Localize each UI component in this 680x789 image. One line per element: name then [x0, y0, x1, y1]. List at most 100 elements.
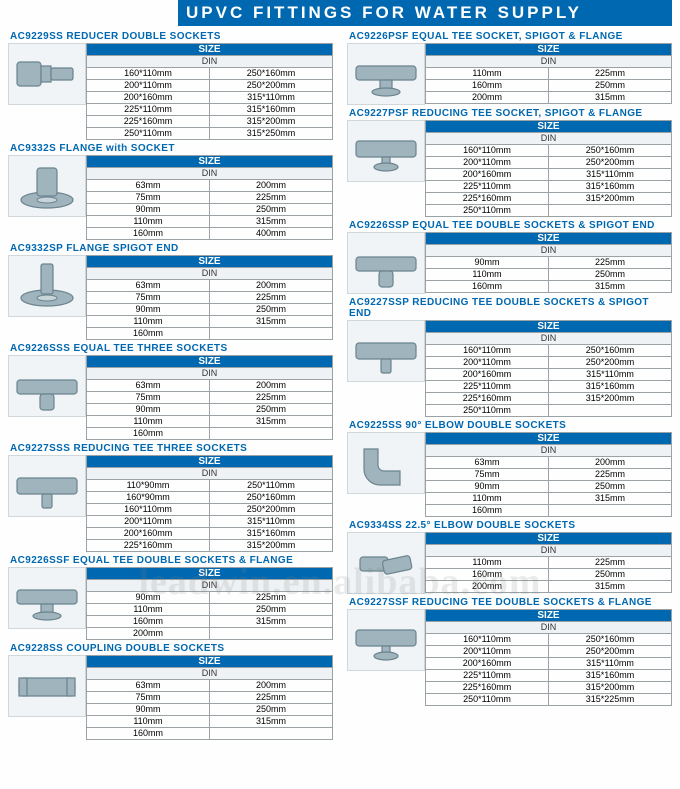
size-cell: 75mm	[87, 192, 210, 204]
table-row: 160mm	[87, 328, 333, 340]
table-row: 75mm225mm	[87, 692, 333, 704]
din-header: DIN	[87, 268, 333, 280]
size-cell: 315*160mm	[549, 381, 672, 393]
product-body: SIZEDIN110mm225mm160mm250mm200mm315mm	[347, 532, 672, 594]
size-cell: 90mm	[426, 481, 549, 493]
product-title: AC9334SS 22.5° ELBOW DOUBLE SOCKETS	[347, 519, 672, 532]
fitting-icon	[8, 455, 86, 517]
size-table: SIZEDIN90mm225mm110mm250mm160mm315mm	[425, 232, 672, 293]
size-cell: 160*110mm	[426, 145, 549, 157]
din-header: DIN	[87, 56, 333, 68]
product-title: AC9225SS 90° ELBOW DOUBLE SOCKETS	[347, 419, 672, 432]
din-header: DIN	[426, 133, 672, 145]
din-header: DIN	[87, 168, 333, 180]
size-cell: 315*160mm	[549, 181, 672, 193]
size-cell: 200*110mm	[87, 516, 210, 528]
product-block: AC9334SS 22.5° ELBOW DOUBLE SOCKETSSIZED…	[347, 519, 672, 594]
page-title: UPVC FITTINGS FOR WATER SUPPLY	[178, 0, 672, 26]
table-row: 160mm	[87, 428, 333, 440]
table-row: 225*160mm315*200mm	[426, 393, 672, 405]
size-cell: 250*110mm	[426, 405, 549, 417]
size-cell: 160mm	[87, 328, 210, 340]
product-block: AC9226SSS EQUAL TEE THREE SOCKETSSIZEDIN…	[8, 342, 333, 440]
product-block: AC9227SSP REDUCING TEE DOUBLE SOCKETS & …	[347, 296, 672, 417]
table-row: 90mm225mm	[87, 592, 333, 604]
size-cell: 225mm	[549, 68, 672, 80]
size-cell: 315mm	[210, 616, 333, 628]
din-header: DIN	[87, 580, 333, 592]
size-cell: 200mm	[210, 280, 333, 292]
size-cell: 225*160mm	[87, 116, 210, 128]
size-cell: 110mm	[426, 68, 549, 80]
fitting-icon	[8, 567, 86, 629]
size-cell: 250mm	[210, 704, 333, 716]
size-cell: 225*110mm	[426, 381, 549, 393]
size-cell: 315*200mm	[210, 116, 333, 128]
product-title: AC9229SS REDUCER DOUBLE SOCKETS	[8, 30, 333, 43]
table-row: 225*160mm315*200mm	[87, 540, 333, 552]
table-row: 160*110mm250*160mm	[426, 345, 672, 357]
size-cell: 315mm	[549, 281, 672, 293]
size-cell: 75mm	[87, 692, 210, 704]
table-row: 110mm315mm	[87, 316, 333, 328]
product-title: AC9227PSF REDUCING TEE SOCKET, SPIGOT & …	[347, 107, 672, 120]
fitting-icon	[347, 532, 425, 594]
size-cell: 200mm	[210, 680, 333, 692]
product-body: SIZEDIN160*110mm250*160mm200*110mm250*20…	[347, 120, 672, 217]
product-title: AC9226SSP EQUAL TEE DOUBLE SOCKETS & SPI…	[347, 219, 672, 232]
size-cell: 400mm	[210, 228, 333, 240]
product-block: AC9227SSS REDUCING TEE THREE SOCKETSSIZE…	[8, 442, 333, 552]
size-cell: 250mm	[210, 204, 333, 216]
din-header: DIN	[426, 56, 672, 68]
table-row: 160mm315mm	[426, 281, 672, 293]
size-cell: 110mm	[426, 269, 549, 281]
size-cell: 225mm	[210, 192, 333, 204]
size-header: SIZE	[426, 44, 672, 56]
table-row: 225*110mm315*160mm	[426, 181, 672, 193]
table-row: 110mm315mm	[426, 493, 672, 505]
size-cell: 160*110mm	[426, 345, 549, 357]
table-row: 110mm315mm	[87, 716, 333, 728]
size-cell: 225mm	[210, 592, 333, 604]
size-cell: 315mm	[210, 316, 333, 328]
size-cell: 315*160mm	[549, 670, 672, 682]
product-body: SIZEDIN63mm200mm75mm225mm90mm250mm110mm3…	[8, 155, 333, 240]
size-table: SIZEDIN63mm200mm75mm225mm90mm250mm110mm3…	[425, 432, 672, 517]
size-cell: 75mm	[426, 469, 549, 481]
size-cell: 315mm	[549, 581, 672, 593]
size-table: SIZEDIN160*110mm250*160mm200*110mm250*20…	[86, 43, 333, 140]
product-block: AC9226SSP EQUAL TEE DOUBLE SOCKETS & SPI…	[347, 219, 672, 294]
size-cell: 315*225mm	[549, 694, 672, 706]
fitting-icon	[347, 120, 425, 182]
fitting-icon	[8, 155, 86, 217]
size-cell: 225*160mm	[426, 393, 549, 405]
size-table: SIZEDIN160*110mm250*160mm200*110mm250*20…	[425, 320, 672, 417]
size-table: SIZEDIN63mm200mm75mm225mm90mm250mm110mm3…	[86, 255, 333, 340]
size-header: SIZE	[426, 533, 672, 545]
size-cell: 200mm	[426, 581, 549, 593]
size-cell: 315*110mm	[210, 516, 333, 528]
size-table: SIZEDIN63mm200mm75mm225mm90mm250mm110mm3…	[86, 655, 333, 740]
size-cell: 160*110mm	[426, 634, 549, 646]
table-row: 75mm225mm	[87, 192, 333, 204]
table-row: 225*110mm315*160mm	[87, 104, 333, 116]
product-block: AC9227PSF REDUCING TEE SOCKET, SPIGOT & …	[347, 107, 672, 217]
size-cell	[210, 728, 333, 740]
size-cell: 160mm	[426, 281, 549, 293]
size-cell: 315*110mm	[549, 658, 672, 670]
size-cell: 63mm	[87, 680, 210, 692]
size-cell: 160mm	[87, 728, 210, 740]
size-cell: 90mm	[87, 404, 210, 416]
size-cell: 90mm	[426, 257, 549, 269]
product-body: SIZEDIN110mm225mm160mm250mm200mm315mm	[347, 43, 672, 105]
size-table: SIZEDIN110*90mm250*110mm160*90mm250*160m…	[86, 455, 333, 552]
size-header: SIZE	[87, 356, 333, 368]
size-cell: 200*110mm	[426, 357, 549, 369]
size-cell	[210, 328, 333, 340]
table-row: 90mm250mm	[87, 404, 333, 416]
table-row: 110mm315mm	[87, 216, 333, 228]
product-title: AC9226SSF EQUAL TEE DOUBLE SOCKETS & FLA…	[8, 554, 333, 567]
product-body: SIZEDIN160*110mm250*160mm200*110mm250*20…	[347, 320, 672, 417]
table-row: 200*160mm315*160mm	[87, 528, 333, 540]
table-row: 225*160mm315*200mm	[87, 116, 333, 128]
